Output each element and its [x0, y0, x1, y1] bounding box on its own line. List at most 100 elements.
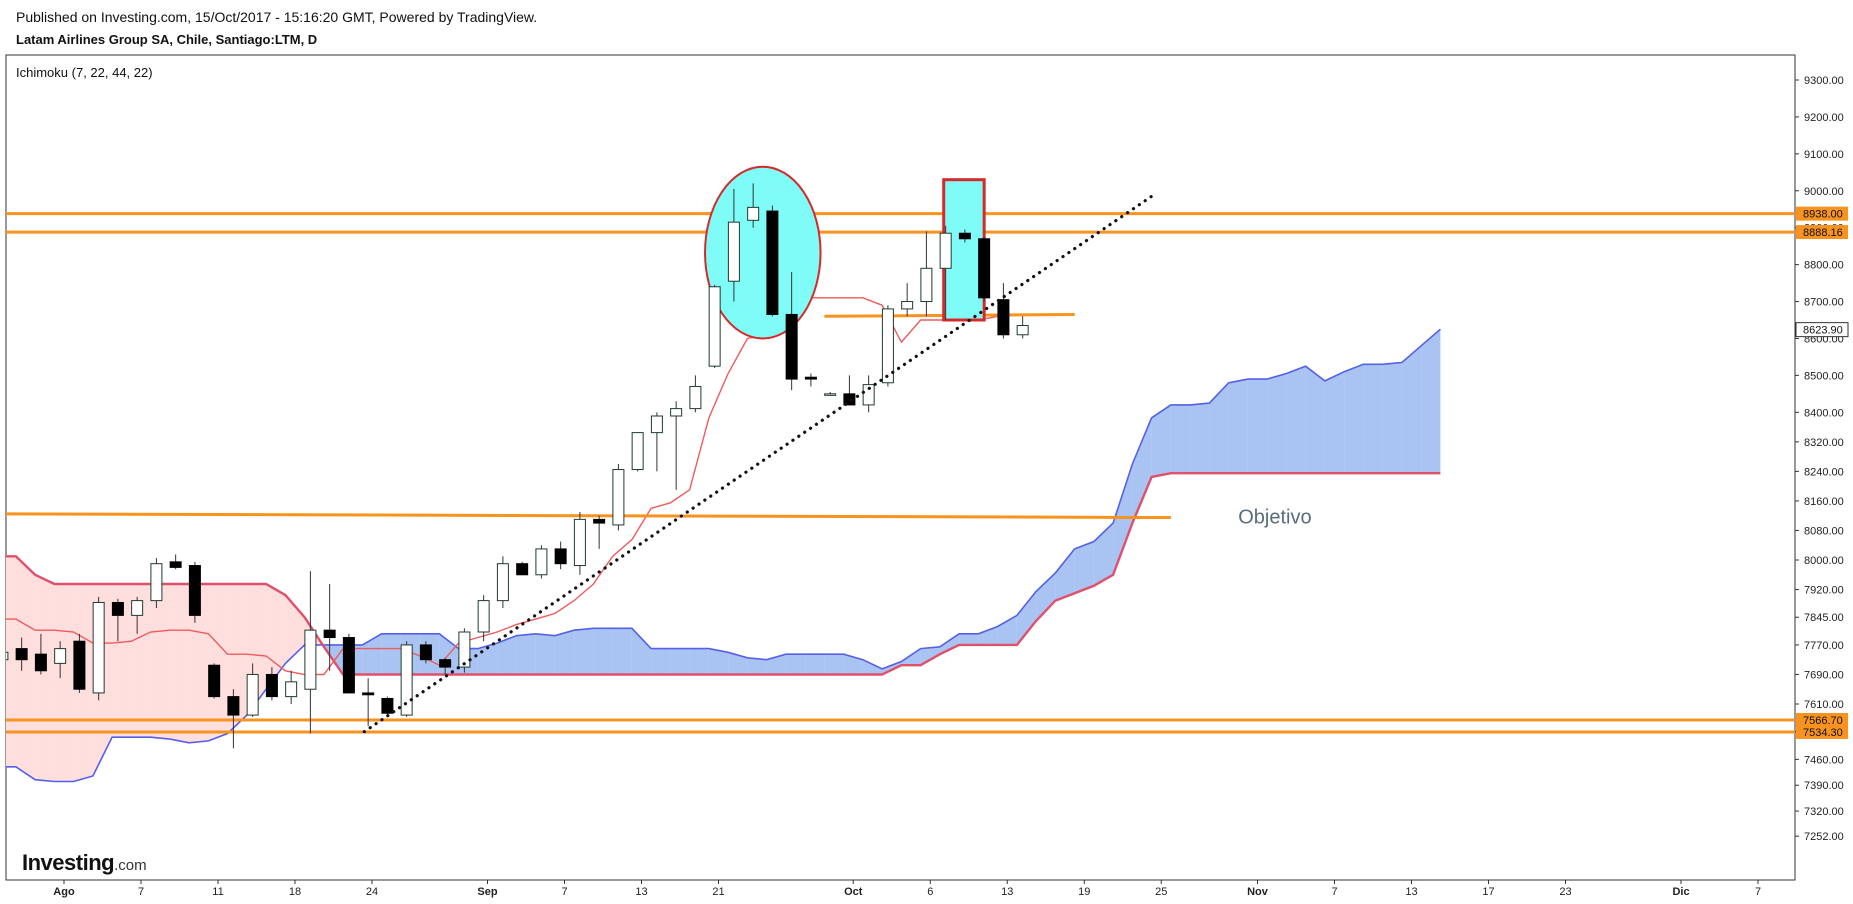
kumo-segment	[651, 648, 671, 675]
level-price-label: 8938.00	[1803, 209, 1843, 221]
kumo-segment	[805, 654, 825, 675]
y-tick-label: 8800.00	[1804, 260, 1844, 272]
logo-suffix: .com	[114, 857, 147, 874]
y-tick-label: 7690.00	[1804, 669, 1844, 681]
x-tick-label: Dic	[1672, 886, 1689, 898]
candle-down	[419, 644, 432, 661]
candle-up	[612, 469, 625, 526]
kumo-segment	[6, 556, 16, 767]
horizontal-levels[interactable]	[0, 212, 1795, 734]
y-tick-label: 7390.00	[1804, 780, 1844, 792]
kumo-segment	[1093, 523, 1114, 586]
candle-up	[881, 308, 894, 384]
candle-up	[670, 408, 683, 417]
y-tick-label: 9000.00	[1804, 186, 1844, 198]
candle-up	[246, 673, 259, 716]
candles	[6, 183, 1154, 749]
x-tick-label: 6	[927, 886, 933, 898]
kumo-segment	[785, 654, 806, 675]
candle-up	[496, 563, 509, 602]
level-price-badge	[1796, 206, 1848, 221]
kumo-segment	[612, 628, 632, 675]
senkou-span-b-line	[6, 472, 1441, 676]
kumo-segment	[1190, 403, 1210, 474]
y-tick-label: 7610.00	[1804, 699, 1844, 711]
candle-up	[650, 415, 663, 434]
annotations: Objetivo	[1238, 507, 1311, 529]
candle-up	[939, 232, 952, 269]
candle-up	[92, 601, 105, 694]
kumo-segment	[1151, 404, 1171, 477]
kumo-segment	[516, 633, 536, 675]
kumo-segment	[1267, 373, 1287, 474]
level-price-badge	[1796, 724, 1848, 739]
kumo-segment	[670, 648, 690, 675]
kumo-segment	[574, 628, 594, 675]
kumo-segment	[631, 628, 652, 675]
y-tick-label: 7320.00	[1804, 806, 1844, 818]
x-tick-label: 13	[1001, 886, 1013, 898]
kumo-segment	[747, 657, 767, 675]
kumo-segment	[189, 584, 209, 743]
kumo-segment	[112, 584, 132, 738]
candle-down	[958, 232, 971, 240]
x-tick-label: 24	[366, 886, 378, 898]
x-tick-label: 21	[712, 886, 724, 898]
x-tick-label: 18	[289, 886, 301, 898]
kumo-segment	[1344, 364, 1364, 474]
candle-up	[824, 393, 837, 396]
indicator-lines	[6, 297, 1441, 783]
x-tick-label: 7	[138, 886, 144, 898]
y-tick-label: 8400.00	[1804, 407, 1844, 419]
candle-up	[304, 629, 317, 690]
candle-up	[458, 631, 471, 668]
kumo-segment	[150, 584, 170, 740]
candle-down	[843, 393, 856, 406]
kumo-segment	[169, 584, 190, 743]
y-tick-label: 8160.00	[1804, 496, 1844, 508]
kumo-segment	[1247, 379, 1268, 474]
candle-down	[265, 673, 278, 698]
x-tick-label: 11	[212, 886, 223, 898]
kumo-segment	[1286, 366, 1306, 474]
y-tick-label: 9300.00	[1804, 75, 1844, 87]
x-tick-label: Sep	[477, 886, 497, 898]
y-tick-label: 7252.00	[1804, 831, 1844, 843]
kumo-segment	[689, 648, 709, 675]
kumo-segment	[1209, 382, 1229, 474]
x-tick-label: 7	[1755, 886, 1761, 898]
level-price-label: 8888.16	[1803, 227, 1843, 239]
symbol-title: Latam Airlines Group SA, Chile, Santiago…	[16, 32, 318, 47]
kumo-segment	[1363, 364, 1383, 474]
y-tick-label: 8000.00	[1804, 555, 1844, 567]
candle-down	[188, 565, 201, 616]
kumo-segment	[1074, 541, 1094, 594]
investing-logo: Investing.com	[22, 850, 147, 876]
y-tick-label: 8080.00	[1804, 525, 1844, 537]
candle-up	[862, 384, 875, 406]
candle-up	[920, 267, 933, 303]
last-price-label: 8623.90	[1803, 325, 1843, 337]
candle-up	[535, 548, 548, 576]
candle-down	[208, 664, 221, 698]
y-tick-label: 9200.00	[1804, 112, 1844, 124]
kumo-segment	[593, 628, 613, 675]
x-tick-label: Ago	[53, 886, 75, 898]
kumo-segment	[862, 659, 883, 675]
kumo-segment	[978, 626, 998, 645]
candle-up	[285, 681, 298, 698]
candle-down	[73, 640, 86, 690]
candle-up	[747, 206, 760, 221]
x-tick-label: 23	[1559, 886, 1571, 898]
candle-up	[1016, 325, 1029, 336]
candle-down	[15, 648, 28, 661]
x-tick-label: 7	[561, 886, 567, 898]
indicator-label: Ichimoku (7, 22, 44, 22)	[16, 65, 153, 80]
candle-down	[169, 561, 182, 568]
kumo-segment	[1305, 366, 1325, 474]
candle-down	[439, 659, 452, 668]
candle-down	[997, 299, 1010, 336]
kumo-segment	[1324, 371, 1345, 474]
candle-down	[34, 653, 47, 672]
